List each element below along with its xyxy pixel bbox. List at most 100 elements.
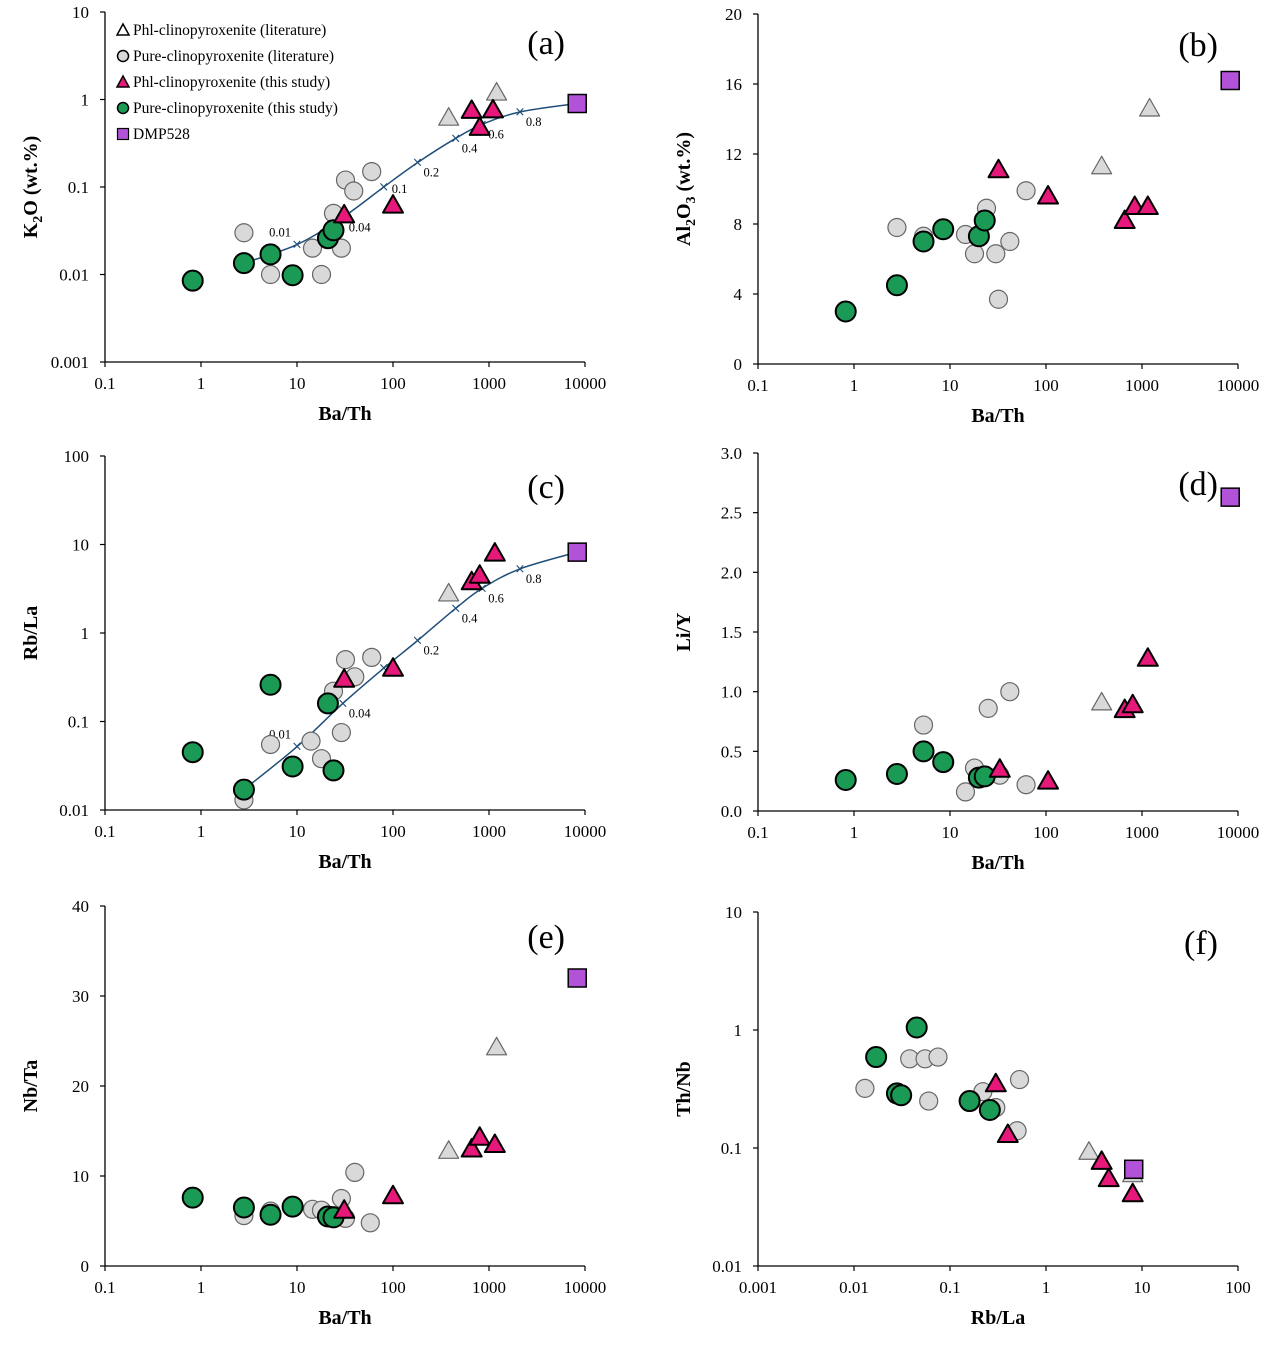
x-tick-label: 100 [380,374,406,393]
data-point-phl-tri [333,1199,356,1219]
data-point-pure-circ [259,1203,282,1226]
data-point-lit-circ [302,238,323,258]
data-point-lit-circ [988,289,1009,309]
y-axis-title-part: Nb/Ta [20,1060,42,1113]
data-point-dmp-sq [567,968,587,988]
y-tick-label: 0.01 [59,801,89,820]
legend-label: Phl-clinopyroxenite (this study) [133,74,330,91]
data-point-pure-circ [912,230,935,253]
x-tick-label: 0.1 [94,374,115,393]
chart-panel-a: 0.1 1 10 100 1000 10000 0.001 0.01 0.1 1 10 Ba/Th K2… [20,3,606,425]
mixing-tick-mark: × [450,131,461,146]
panel-label: (f) [1184,925,1218,962]
y-tick-label: 1 [81,624,90,643]
data-point-pure-circ [232,1196,255,1219]
x-tick-label: 0.1 [747,376,768,395]
x-tick-label: 10000 [564,374,607,393]
data-point-lit-circ [335,650,356,670]
legend: Phl-clinopyroxenite (literature) Pure-cli… [115,22,338,143]
data-point-pure-circ [322,219,345,242]
data-point-phl-tri [987,158,1010,179]
x-tick-label: 100 [380,1278,406,1297]
y-axis-title-part: 2 [684,219,699,226]
data-point-pure-circ [865,1046,888,1069]
mixing-tick-label: 0.8 [526,115,542,129]
data-point-phl-tri [1121,1182,1144,1203]
data-point-lit-tri [486,81,508,101]
x-tick-label: 0.1 [94,1278,115,1297]
x-tick-label: 10000 [1217,376,1260,395]
data-point-lit-tri [438,107,460,126]
x-tick-label: 1 [197,374,206,393]
mixing-tick-mark: × [337,696,348,711]
x-tick-label: 1000 [1125,823,1159,842]
mixing-tick-mark: × [412,634,423,649]
data-point-pure-circ [232,252,255,275]
data-point-lit-circ [301,731,321,751]
data-point-pure-circ [281,1195,304,1218]
data-point-phl-tri [1097,1167,1120,1188]
data-point-lit-tri [1091,691,1113,711]
x-tick-label: 1 [850,376,859,395]
y-tick-label: 0 [734,355,743,374]
data-point-pure-circ [322,759,345,782]
data-point-phl-tri [382,194,404,214]
chart-panel-e: 0.1 1 10 100 1000 10000 0 10 20 30 40 Ba/Th Nb/Ta (e) [20,897,606,1329]
mixing-tick-label: 0.2 [424,166,440,180]
data-point-phl-tri [468,1126,491,1146]
y-axis-title-part: O [673,203,695,219]
x-axis-title: Ba/Th [971,852,1024,874]
y-axis-title-part: (wt.%) [673,132,695,196]
mixing-tick-mark: × [514,105,525,120]
data-point-phl-tri [1121,693,1144,714]
legend-label: DMP528 [133,126,190,143]
data-point-pure-circ [932,751,955,774]
data-point-lit-circ [887,217,907,238]
data-point-phl-tri [1113,209,1136,229]
data-point-lit-circ [913,715,934,735]
mixing-tick-mark: × [378,661,389,676]
data-point-lit-circ [1009,1069,1030,1090]
y-tick-label: 0 [81,1257,90,1276]
x-tick-label: 100 [380,822,406,841]
mixing-tick-label: 0.4 [462,141,478,155]
data-point-lit-tri [438,1140,460,1159]
legend-symbol [115,22,131,36]
data-point-lit-circ [986,244,1006,264]
y-axis-title-part: O (wt.%) [20,136,42,216]
data-point-phl-tri [1090,1150,1113,1170]
data-point-dmp-sq [1220,70,1240,91]
y-tick-label: 0.01 [59,266,89,285]
x-tick-label: 0.1 [747,823,768,842]
data-point-pure-circ [259,243,282,266]
y-tick-label: 0.1 [68,178,89,197]
y-axis-title-part: 2 [31,216,46,223]
data-point-lit-circ [260,264,281,285]
x-axis-title: Rb/La [971,1307,1025,1329]
panel-label: (b) [1178,27,1218,64]
data-point-phl-tri [333,668,356,688]
y-tick-label: 0.0 [721,802,742,821]
legend-label: Phl-clinopyroxenite (literature) [133,22,326,39]
data-point-lit-circ [360,1213,380,1233]
chart-panel-d: 0.1 1 10 100 1000 10000 0.0 0.5 1.0 1.5 2.0 2.5 3.0 B… [673,444,1259,874]
x-tick-label: 10 [942,376,959,395]
data-point-lit-circ [919,1091,939,1111]
chart-panel-b: 0.1 1 10 100 1000 10000 0 4 8 12 16 20 Ba/Th Al2O3 (w… [673,5,1259,427]
y-axis-title-part: Rb/La [20,606,42,660]
x-tick-label: 10 [1134,1278,1151,1297]
data-point-phl-tri [984,1072,1007,1093]
data-point-pure-circ [958,1090,981,1113]
y-tick-label: 40 [72,897,89,916]
mixing-curve [243,102,578,264]
legend-symbol [116,49,130,63]
data-point-pure-circ [834,300,857,323]
data-point-lit-circ [855,1078,875,1098]
y-tick-label: 10 [72,536,89,555]
data-point-lit-circ [344,181,364,201]
data-point-lit-circ [345,1162,365,1183]
x-tick-label: 1000 [472,374,506,393]
y-axis-title-part: K [20,222,42,238]
x-axis-title: Ba/Th [318,1307,371,1329]
data-point-phl-tri [1136,647,1159,667]
